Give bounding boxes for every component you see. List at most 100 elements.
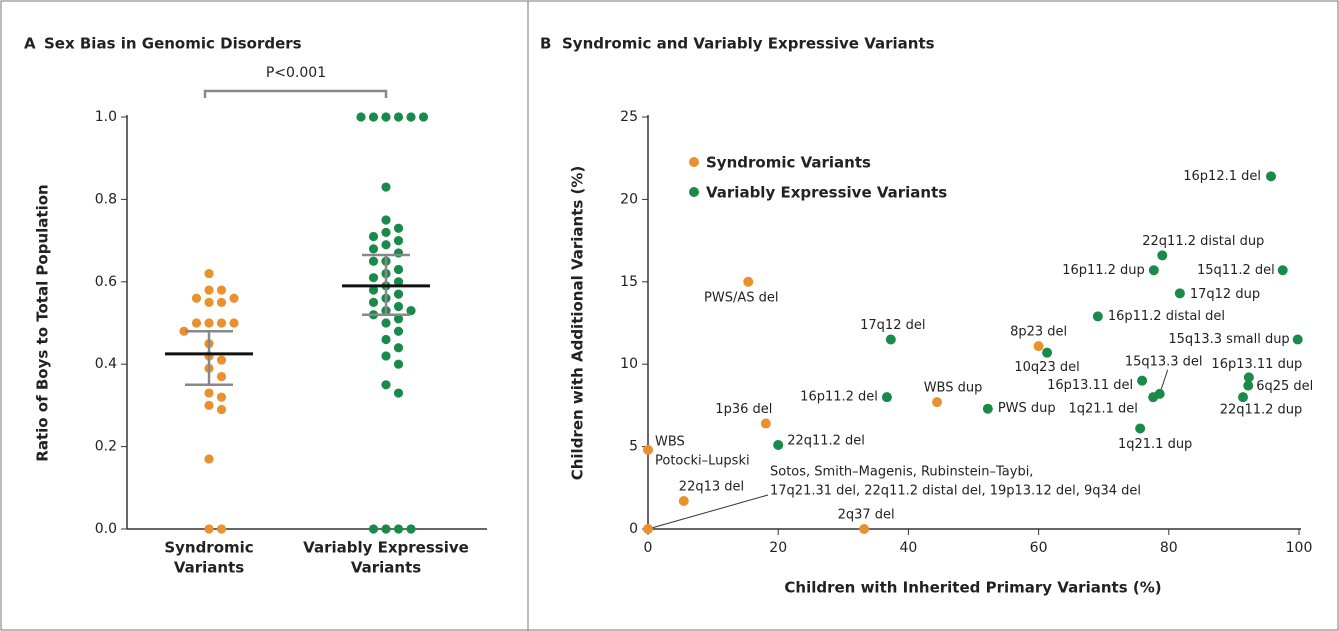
y-tick-label: 0 [629, 521, 638, 537]
y-axis-title: Children with Additional Variants (%) [569, 166, 587, 481]
x-tick-label: Variants [174, 559, 244, 577]
data-point [381, 182, 391, 192]
point-label: 8p23 del [1010, 325, 1067, 340]
point-label: 22q11.2 dup [1220, 403, 1303, 418]
data-point [356, 112, 366, 122]
point-label: 17q12 dup [1190, 287, 1260, 302]
x-tick-label: 60 [1030, 540, 1048, 556]
x-tick-label: 20 [769, 540, 787, 556]
y-axis-title: Ratio of Boys to Total Population [34, 184, 52, 461]
x-tick-label: Variably Expressive [303, 539, 469, 557]
point-label: 1q21.1 del [1068, 402, 1137, 417]
data-point [393, 264, 404, 275]
data-point [368, 285, 379, 295]
data-point [381, 334, 391, 345]
data-point [204, 400, 214, 410]
x-tick-label: Syndromic [164, 539, 253, 557]
data-point [216, 355, 227, 365]
data-point [743, 276, 754, 287]
data-point [773, 439, 784, 450]
leader-line [647, 494, 769, 530]
x-tick-label: 40 [899, 540, 917, 556]
point-label: 10q23 del [1014, 360, 1079, 375]
x-tick-label: 100 [1286, 540, 1313, 556]
point-label: 6q25 del [1256, 379, 1313, 394]
point-label: WBS dup [924, 381, 983, 396]
data-point [381, 380, 391, 390]
data-point [381, 318, 391, 328]
data-point [406, 306, 416, 316]
panel-letter: B [540, 35, 551, 53]
panel-letter: A [24, 35, 36, 53]
data-point [1266, 171, 1277, 182]
data-point [216, 524, 227, 534]
data-point [229, 318, 239, 328]
point-label: PWS dup [998, 401, 1056, 416]
data-point [368, 231, 379, 242]
legend-label: Variably Expressive Variants [706, 184, 947, 202]
point-label: 16p13.11 dup [1211, 357, 1302, 372]
x-tick-label: 0 [644, 540, 653, 556]
data-point [1135, 423, 1146, 434]
y-tick-label: 20 [620, 191, 638, 207]
data-point [216, 404, 227, 415]
data-point [393, 301, 404, 312]
data-point [393, 112, 404, 122]
data-point [204, 285, 214, 295]
y-tick-label: 0.6 [95, 274, 117, 290]
y-tick-label: 0.2 [95, 439, 117, 455]
data-point [393, 223, 404, 233]
data-point [368, 244, 379, 254]
y-tick-label: 0.0 [95, 521, 117, 537]
y-tick-label: 0.4 [95, 356, 117, 372]
x-tick-label: Variants [351, 559, 421, 577]
y-tick-label: 10 [620, 356, 638, 372]
data-point [368, 524, 379, 534]
point-label: 17q12 del [860, 318, 925, 333]
chart-title: Syndromic and Variably Expressive Varian… [562, 35, 935, 53]
point-label: 15q13.3 del [1125, 354, 1203, 369]
data-point [204, 297, 214, 307]
data-point [1243, 380, 1254, 391]
y-tick-label: 25 [620, 109, 638, 125]
data-point [216, 297, 227, 307]
data-point [368, 297, 379, 307]
point-label: 22q11.2 distal dup [1142, 234, 1264, 249]
legend-marker [689, 157, 699, 167]
y-tick-label: 5 [629, 439, 638, 455]
point-label: 15q13.3 small dup [1168, 332, 1289, 347]
data-point [643, 524, 653, 534]
data-point [204, 524, 214, 534]
data-point [368, 256, 379, 266]
data-point [381, 215, 391, 225]
data-point [393, 289, 404, 299]
data-point [1148, 265, 1159, 276]
point-label: 22q11.2 del [787, 433, 865, 448]
data-point [381, 112, 391, 122]
data-point [393, 343, 404, 353]
data-point [381, 240, 391, 250]
data-point [204, 454, 214, 464]
data-point [406, 524, 416, 534]
point-label: 1q21.1 dup [1118, 437, 1192, 452]
point-label: PWS/AS del [704, 290, 778, 305]
data-point [381, 351, 391, 361]
data-point [881, 392, 892, 403]
data-point [393, 388, 404, 398]
data-point [1148, 392, 1159, 403]
p-value: P<0.001 [266, 65, 326, 81]
data-point [216, 318, 227, 328]
data-point [1137, 375, 1148, 386]
data-point [216, 371, 227, 382]
legend-marker [689, 187, 699, 197]
data-point [885, 334, 896, 345]
data-point [393, 277, 404, 287]
point-label: WBS [655, 434, 685, 449]
data-point [859, 524, 870, 534]
data-point [1092, 311, 1103, 322]
y-tick-label: 15 [620, 274, 638, 290]
legend-label: Syndromic Variants [706, 154, 871, 172]
data-point [179, 326, 189, 336]
data-point [229, 293, 239, 303]
